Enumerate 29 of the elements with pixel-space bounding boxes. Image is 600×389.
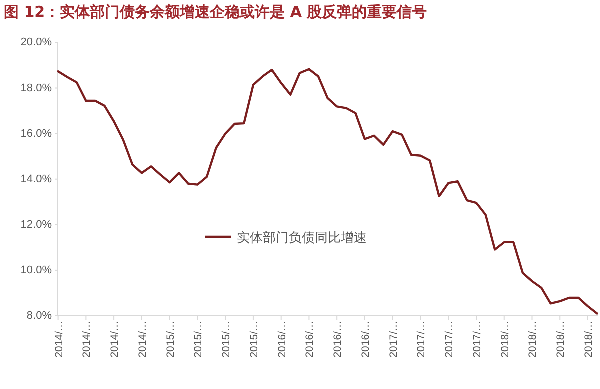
x-tick-label: 2017/… <box>416 321 428 358</box>
x-tick-label: 2015/… <box>248 321 260 358</box>
y-tick-label: 8.0% <box>26 310 52 322</box>
x-tick-label: 2017/… <box>471 321 484 358</box>
x-tick-label: 2014/… <box>109 321 122 358</box>
y-tick-label: 14.0% <box>20 173 52 186</box>
x-tick-label: 2015/… <box>192 321 205 358</box>
y-tick-label: 10.0% <box>20 264 52 276</box>
x-tick-label: 2016/… <box>276 321 288 358</box>
x-tick-label: 2016/… <box>360 321 372 358</box>
chart-title: 图 12：实体部门债务余额增速企稳或许是 A 股反弹的重要信号 <box>4 3 428 21</box>
legend-label: 实体部门负债同比增速 <box>237 230 367 246</box>
x-tick-label: 2018/… <box>499 321 512 358</box>
y-tick-label: 16.0% <box>20 128 52 140</box>
x-tick-label: 2018/… <box>583 321 596 358</box>
x-tick-label: 2018/… <box>555 321 568 358</box>
x-tick-label: 2017/… <box>388 321 400 358</box>
x-tick-label: 2018/… <box>527 321 540 358</box>
x-tick-label: 2014/… <box>53 321 66 358</box>
y-tick-label: 20.0% <box>20 36 52 49</box>
x-tick-label: 2015/… <box>164 321 177 358</box>
x-tick-label: 2016/… <box>332 321 344 358</box>
y-tick-label: 12.0% <box>20 218 52 231</box>
x-tick-label: 2014/… <box>136 321 149 358</box>
x-tick-label: 2014/… <box>81 321 94 358</box>
x-tick-label: 2015/… <box>220 321 233 358</box>
x-tick-label: 2017/… <box>444 321 456 358</box>
y-tick-label: 18.0% <box>20 82 52 94</box>
x-tick-label: 2016/… <box>304 321 316 358</box>
